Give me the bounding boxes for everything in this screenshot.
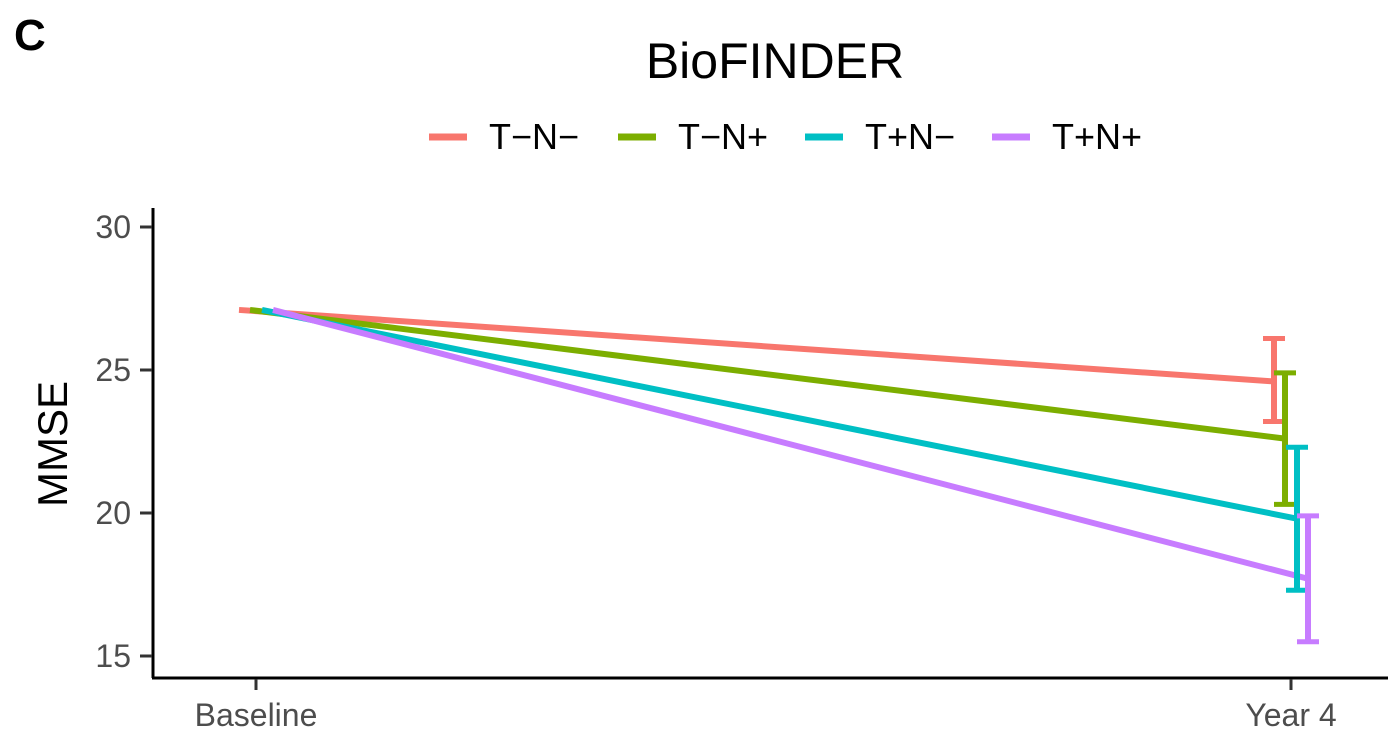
series-lines <box>238 306 1309 582</box>
series-line <box>249 306 1286 442</box>
legend-label: T−N+ <box>678 116 768 157</box>
series-line <box>272 307 1309 582</box>
legend-label: T+N+ <box>1052 116 1142 157</box>
error-bar <box>1274 370 1296 507</box>
y-tick-label: 30 <box>95 209 131 245</box>
x-ticks: Baseline Year 4 <box>195 679 1337 731</box>
y-axis-title: MMSE <box>29 381 76 507</box>
legend-label: T+N− <box>865 116 955 157</box>
panel-label: C <box>14 11 46 60</box>
y-tick-label: 20 <box>95 495 131 531</box>
legend: T−N− T−N+ T+N− T+N+ <box>429 116 1142 157</box>
error-bar <box>1286 444 1308 593</box>
error-bar <box>1297 513 1319 645</box>
x-tick-label: Baseline <box>195 697 318 731</box>
y-ticks: 15 20 25 30 <box>95 209 152 674</box>
error-bar <box>1263 336 1285 424</box>
y-tick-label: 25 <box>95 352 131 388</box>
error-bars <box>1263 336 1319 645</box>
y-tick-label: 15 <box>95 638 131 674</box>
legend-label: T−N− <box>489 116 579 157</box>
x-tick-label: Year 4 <box>1245 697 1336 731</box>
series-line <box>261 306 1298 522</box>
series-line <box>238 306 1275 385</box>
chart-title: BioFINDER <box>646 33 904 89</box>
